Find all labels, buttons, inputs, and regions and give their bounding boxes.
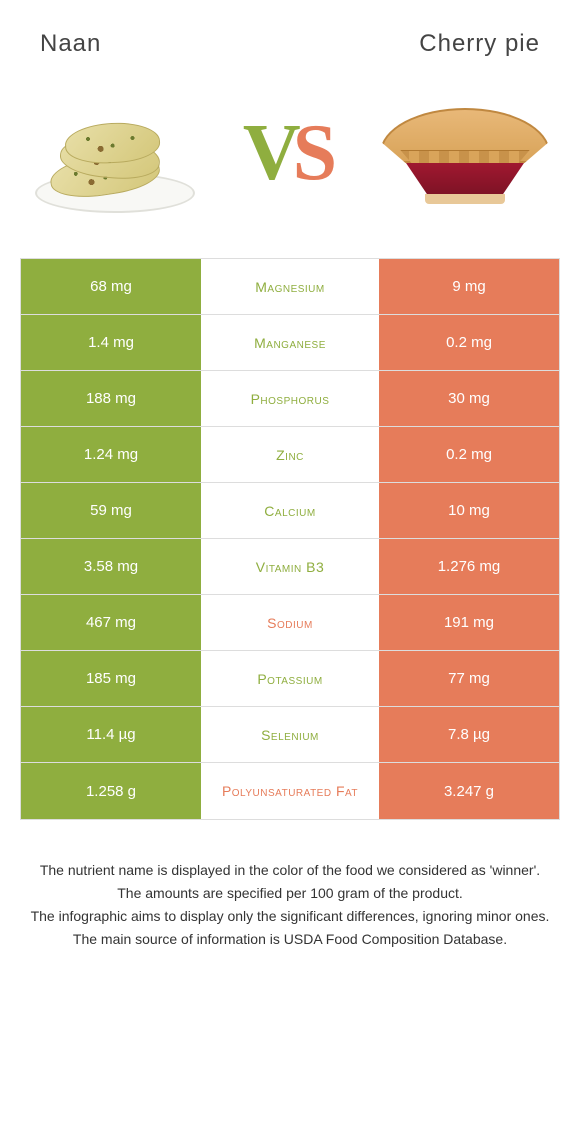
nutrient-cell: Zinc bbox=[201, 427, 379, 482]
footer-line-3: The infographic aims to display only the… bbox=[30, 906, 550, 927]
right-value: 0.2 mg bbox=[379, 315, 559, 370]
left-value: 1.24 mg bbox=[21, 427, 201, 482]
left-value: 188 mg bbox=[21, 371, 201, 426]
right-value: 9 mg bbox=[379, 259, 559, 314]
nutrient-table: 68 mgMagnesium9 mg1.4 mgManganese0.2 mg1… bbox=[20, 258, 560, 820]
nutrient-cell: Manganese bbox=[201, 315, 379, 370]
footer-notes: The nutrient name is displayed in the co… bbox=[0, 820, 580, 950]
nutrient-label: Manganese bbox=[254, 335, 326, 351]
right-value: 3.247 g bbox=[379, 763, 559, 819]
food-image-row: V S bbox=[0, 68, 580, 258]
nutrient-label: Calcium bbox=[264, 503, 315, 519]
left-value: 1.4 mg bbox=[21, 315, 201, 370]
table-row: 185 mg Potassium 77 mg bbox=[21, 651, 559, 707]
vs-s: S bbox=[293, 108, 338, 199]
food-left-title: Naan bbox=[40, 30, 101, 58]
left-value: 467 mg bbox=[21, 595, 201, 650]
nutrient-cell: Phosphorus bbox=[201, 371, 379, 426]
footer-line-4: The main source of information is USDA F… bbox=[30, 929, 550, 950]
table-row: 1.258 g Polyunsaturated fat 3.247 g bbox=[21, 763, 559, 819]
nutrient-label: Magnesium bbox=[255, 279, 325, 295]
right-value: 1.276 mg bbox=[379, 539, 559, 594]
food-right-title: Cherry pie bbox=[419, 30, 540, 58]
right-value: 10 mg bbox=[379, 483, 559, 538]
right-value: 191 mg bbox=[379, 595, 559, 650]
nutrient-cell: Magnesium bbox=[201, 259, 379, 314]
footer-line-2: The amounts are specified per 100 gram o… bbox=[30, 883, 550, 904]
naan-image bbox=[20, 78, 210, 228]
table-row: 188 mg Phosphorus 30 mg bbox=[21, 371, 559, 427]
right-value: 0.2 mg bbox=[379, 427, 559, 482]
left-value: 3.58 mg bbox=[21, 539, 201, 594]
right-value: 7.8 µg bbox=[379, 707, 559, 762]
table-row: 3.58 mg Vitamin B3 1.276 mg bbox=[21, 539, 559, 595]
left-value: 59 mg bbox=[21, 483, 201, 538]
nutrient-cell: Vitamin B3 bbox=[201, 539, 379, 594]
cherry-pie-image bbox=[370, 78, 560, 228]
nutrient-label: Zinc bbox=[276, 447, 304, 463]
nutrient-cell: Sodium bbox=[201, 595, 379, 650]
nutrient-cell: Calcium bbox=[201, 483, 379, 538]
nutrient-label: Phosphorus bbox=[251, 391, 330, 407]
nutrient-label: Sodium bbox=[267, 615, 313, 631]
left-value: 185 mg bbox=[21, 651, 201, 706]
table-row: 1.4 mg Manganese 0.2 mg bbox=[21, 315, 559, 371]
footer-line-1: The nutrient name is displayed in the co… bbox=[30, 860, 550, 881]
nutrient-cell: Selenium bbox=[201, 707, 379, 762]
left-value: 11.4 µg bbox=[21, 707, 201, 762]
nutrient-label: Potassium bbox=[257, 671, 322, 687]
vs-label: V S bbox=[243, 108, 337, 199]
nutrient-label: Selenium bbox=[261, 727, 319, 743]
table-row: 68 mg Magnesium 9 mg bbox=[21, 259, 559, 315]
left-value: 1.258 g bbox=[21, 763, 201, 819]
table-row: 467 mg Sodium 191 mg bbox=[21, 595, 559, 651]
nutrient-cell: Potassium bbox=[201, 651, 379, 706]
table-row: 59 mg Calcium 10 mg bbox=[21, 483, 559, 539]
right-value: 77 mg bbox=[379, 651, 559, 706]
nutrient-cell: Polyunsaturated fat bbox=[201, 763, 379, 819]
table-row: 1.24 mg Zinc 0.2 mg bbox=[21, 427, 559, 483]
vs-v: V bbox=[243, 108, 293, 199]
right-value: 30 mg bbox=[379, 371, 559, 426]
header: Naan Cherry pie bbox=[0, 0, 580, 68]
nutrient-label: Polyunsaturated fat bbox=[222, 783, 358, 799]
left-value: 68 mg bbox=[21, 259, 201, 314]
nutrient-label: Vitamin B3 bbox=[256, 559, 325, 575]
table-row: 11.4 µg Selenium 7.8 µg bbox=[21, 707, 559, 763]
